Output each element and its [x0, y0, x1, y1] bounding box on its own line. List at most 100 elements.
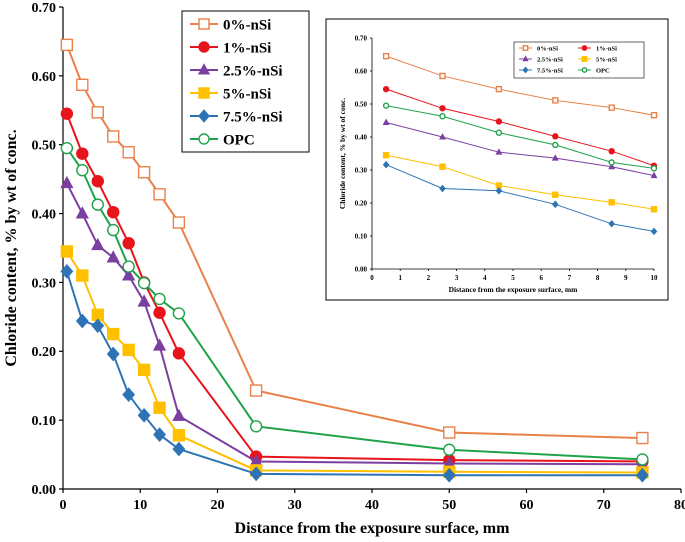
- x-tick-label: 40: [365, 498, 379, 513]
- y-tick-label: 0.70: [32, 1, 57, 16]
- data-point: [122, 268, 136, 281]
- y-tick-label: 0.30: [355, 166, 368, 174]
- data-point: [122, 146, 135, 159]
- data-point: [439, 163, 446, 170]
- series-line: [386, 105, 655, 169]
- data-point: [443, 426, 456, 439]
- x-tick-label: 2: [427, 274, 431, 282]
- legend: 0%-nSi 1%-nSi 2.5%-nSi 5%-nSi 7.5%-nSi OPC: [513, 41, 645, 79]
- data-point: [249, 466, 263, 482]
- legend-item: 2.5%-nSi: [190, 63, 283, 79]
- legend-swatch-marker: [198, 87, 210, 99]
- legend-swatch-marker: [581, 67, 588, 73]
- legend-swatch-marker: [522, 55, 529, 62]
- legend-item: OPC: [578, 67, 610, 74]
- x-tick-label: 0: [60, 498, 67, 513]
- series-OPC: [60, 141, 649, 466]
- legend-label: 1%-nSi: [596, 45, 617, 52]
- legend-label: OPC: [596, 67, 610, 74]
- data-point: [608, 104, 615, 111]
- data-point: [122, 387, 136, 403]
- data-point: [608, 199, 615, 206]
- y-tick-label: 0.10: [32, 414, 57, 429]
- data-point: [60, 264, 74, 279]
- legend-label: 7.5%-nSi: [223, 109, 283, 125]
- data-point: [650, 227, 658, 236]
- legend-swatch-marker: [198, 41, 210, 53]
- data-point: [107, 130, 120, 143]
- series-0%-nSi: [382, 52, 658, 119]
- legend-label: 2.5%-nSi: [223, 63, 283, 79]
- data-point: [91, 237, 105, 251]
- series-2.5%-nSi: [382, 118, 658, 179]
- data-point: [552, 97, 559, 104]
- x-tick-label: 4: [483, 274, 487, 282]
- legend-swatch-marker: [198, 109, 210, 123]
- data-point: [636, 431, 649, 445]
- x-tick-label: 5: [511, 274, 515, 282]
- legend-item: 0%-nSi: [190, 17, 271, 33]
- data-point: [60, 141, 74, 155]
- series-line: [385, 55, 655, 116]
- legend-swatch-marker: [197, 63, 211, 75]
- data-point: [442, 467, 456, 483]
- data-point: [107, 223, 120, 237]
- legend-swatch-marker: [198, 133, 210, 145]
- legend-item: 1%-nSi: [578, 45, 617, 52]
- data-point: [552, 200, 559, 209]
- data-point: [137, 294, 151, 307]
- series-7.5%-nSi: [382, 160, 658, 236]
- series-line: [385, 88, 655, 167]
- data-point: [650, 112, 658, 119]
- x-tick-label: 80: [674, 498, 685, 513]
- legend-item: 0%-nSi: [519, 45, 558, 52]
- data-point: [137, 166, 151, 179]
- series-line: [385, 121, 655, 177]
- data-point: [91, 175, 104, 188]
- legend-label: 1%-nSi: [223, 40, 271, 56]
- y-tick-label: 0.00: [355, 265, 368, 273]
- main-plot: 0 10 20 30 40 50 60 70 800.000.100.200.300.400.5…: [3, 1, 685, 537]
- x-tick-label: 10: [651, 274, 659, 282]
- x-tick-label: 10: [133, 498, 147, 513]
- data-point: [382, 160, 390, 169]
- series-line: [385, 164, 655, 232]
- data-point: [249, 384, 263, 397]
- data-point: [76, 269, 89, 282]
- y-tick-label: 0.20: [32, 345, 57, 360]
- data-point: [75, 313, 89, 329]
- data-point: [153, 306, 166, 319]
- x-axis-title: Distance from the exposure surface, mm: [449, 285, 579, 294]
- y-tick-label: 0.10: [355, 232, 368, 240]
- data-point: [172, 441, 186, 457]
- legend-label: 5%-nSi: [223, 86, 271, 102]
- data-point: [382, 102, 390, 109]
- data-point: [153, 188, 166, 201]
- x-tick-label: 7: [568, 274, 572, 282]
- data-point: [60, 38, 74, 52]
- data-point: [75, 206, 89, 219]
- data-point: [382, 85, 390, 93]
- series-0%-nSi: [60, 38, 649, 445]
- legend-label: 7.5%-nSi: [537, 67, 563, 74]
- legend-swatch-marker: [198, 18, 210, 30]
- data-point: [172, 216, 186, 229]
- data-point: [608, 159, 615, 166]
- data-point: [552, 141, 559, 149]
- legend-item: 5%-nSi: [190, 86, 271, 102]
- data-point: [172, 429, 186, 442]
- y-tick-label: 0.30: [32, 276, 57, 291]
- data-point: [495, 118, 503, 125]
- data-point: [60, 107, 74, 120]
- data-point: [76, 78, 89, 92]
- y-tick-label: 0.00: [32, 483, 57, 498]
- legend-box: [513, 41, 645, 79]
- series-5%-nSi: [382, 151, 658, 213]
- data-point: [608, 147, 615, 155]
- y-axis-title: Chloride content, % by wt of conc.: [338, 98, 347, 209]
- x-tick-label: 20: [211, 498, 225, 513]
- y-tick-label: 0.60: [32, 70, 57, 85]
- data-point: [650, 206, 658, 213]
- data-point: [137, 276, 151, 290]
